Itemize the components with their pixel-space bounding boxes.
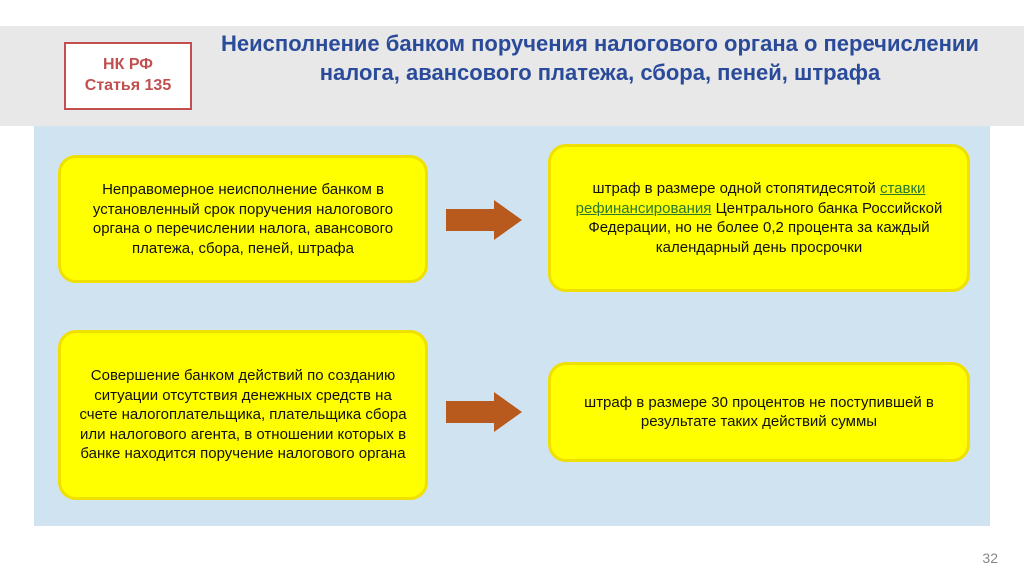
- node-text: штраф в размере одной стопятидесятой ста…: [567, 179, 951, 257]
- badge-line-1: НК РФ: [103, 56, 153, 73]
- badge-line-2: Статья 135: [85, 77, 171, 94]
- arrow-shaft: [446, 209, 494, 231]
- arrow-shaft: [446, 401, 494, 423]
- arrow-head: [494, 392, 522, 432]
- page-title: Неисполнение банком поручения налогового…: [215, 30, 985, 87]
- node-text-before: штраф в размере одной стопятидесятой: [593, 180, 880, 197]
- node-text: Неправомерное неисполнение банком в уста…: [77, 180, 409, 258]
- page-number: 32: [982, 550, 998, 566]
- flowchart-node-effect-1: штраф в размере одной стопятидесятой ста…: [548, 144, 970, 292]
- arrow-head: [494, 200, 522, 240]
- arrow-icon: [446, 392, 526, 432]
- flowchart-node-cause-2: Совершение банком действий по созданию с…: [58, 330, 428, 500]
- flowchart-node-cause-1: Неправомерное неисполнение банком в уста…: [58, 155, 428, 283]
- flowchart-node-effect-2: штраф в размере 30 процентов не поступив…: [548, 362, 970, 462]
- arrow-icon: [446, 200, 526, 240]
- article-badge: НК РФ Статья 135: [64, 42, 192, 110]
- node-text: Совершение банком действий по созданию с…: [77, 366, 409, 464]
- node-text: штраф в размере 30 процентов не поступив…: [567, 393, 951, 432]
